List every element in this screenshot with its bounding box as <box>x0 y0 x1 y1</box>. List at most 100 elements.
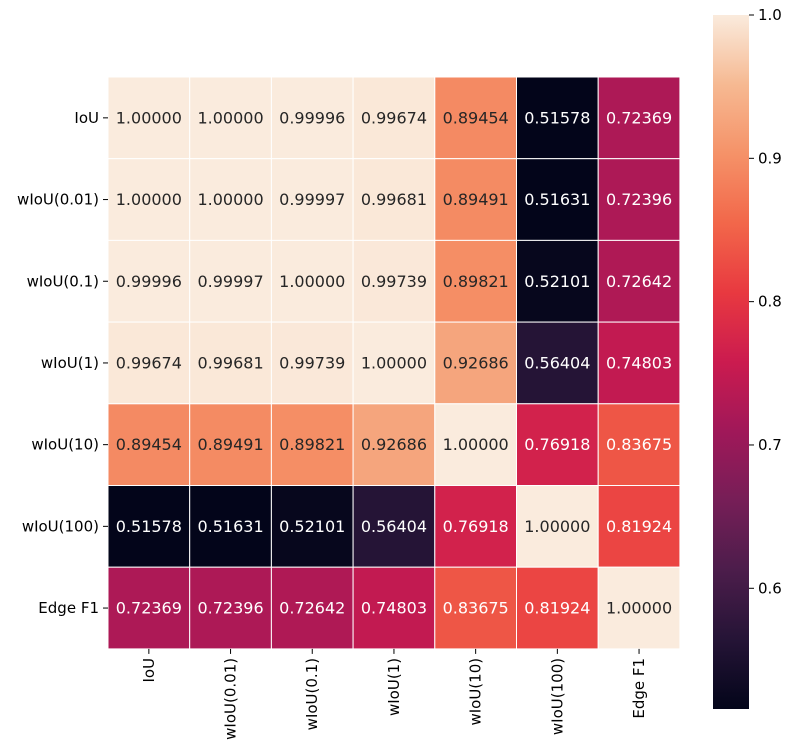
heatmap-cell-value: 0.99739 <box>279 353 345 372</box>
x-tick-label: Edge F1 <box>630 658 648 719</box>
colorbar-tick-label: 0.7 <box>758 436 782 454</box>
heatmap-cell <box>270 158 354 241</box>
heatmap-cell-value: 0.99996 <box>279 108 345 127</box>
heatmap-cell <box>270 239 354 323</box>
heatmap-cell <box>189 76 272 160</box>
heatmap-cell <box>516 76 599 160</box>
heatmap-cell-value: 0.72396 <box>197 599 263 618</box>
heatmap-cell-value: 0.52101 <box>524 272 590 291</box>
heatmap-cell-value: 0.83675 <box>443 599 509 618</box>
heatmap-cell <box>270 566 354 650</box>
heatmap-cell-value: 0.76918 <box>443 517 509 536</box>
heatmap-cell <box>597 485 681 568</box>
heatmap-cell-value: 0.89491 <box>197 435 263 454</box>
heatmap-cell <box>597 566 681 650</box>
heatmap-cell <box>516 566 599 650</box>
heatmap-cell <box>516 158 599 241</box>
heatmap-cell-value: 0.89454 <box>116 435 182 454</box>
heatmap-cell-value: 0.83675 <box>606 435 672 454</box>
heatmap-cell <box>597 239 681 323</box>
heatmap-cell <box>189 485 272 568</box>
heatmap-cell-value: 0.72369 <box>116 599 182 618</box>
heatmap-cell <box>107 403 191 486</box>
heatmap-cell-value: 0.89491 <box>443 190 509 209</box>
heatmap-cell-value: 1.00000 <box>197 108 263 127</box>
heatmap-cell <box>352 566 436 650</box>
heatmap-cell <box>597 321 681 405</box>
heatmap-cell <box>107 485 191 568</box>
heatmap-cell-value: 1.00000 <box>524 517 590 536</box>
heatmap-cell-value: 0.92686 <box>443 353 509 372</box>
heatmap-cell-value: 0.51631 <box>197 517 263 536</box>
heatmap-cell <box>352 76 436 160</box>
heatmap-cell-value: 0.99997 <box>279 190 345 209</box>
heatmap-cell-value: 1.00000 <box>116 108 182 127</box>
colorbar <box>713 15 749 709</box>
heatmap-cell-value: 0.51631 <box>524 190 590 209</box>
x-tick-label: wIoU(1) <box>385 658 403 716</box>
y-tick-label: wIoU(0.01) <box>17 191 99 209</box>
heatmap-cell <box>352 239 436 323</box>
heatmap-cell-value: 0.99997 <box>197 272 263 291</box>
heatmap-cell-value: 0.76918 <box>524 435 590 454</box>
heatmap-cell-value: 0.51578 <box>116 517 182 536</box>
heatmap-cell <box>270 485 354 568</box>
heatmap-cell-value: 0.56404 <box>524 353 590 372</box>
colorbar-tick-label: 0.6 <box>758 579 782 597</box>
heatmap-cell-value: 0.74803 <box>606 353 672 372</box>
y-tick-label: wIoU(0.1) <box>27 272 99 290</box>
heatmap-cell <box>516 321 599 405</box>
heatmap-cell <box>434 566 517 650</box>
heatmap-cell-value: 1.00000 <box>606 599 672 618</box>
heatmap-cell-value: 0.72642 <box>279 599 345 618</box>
heatmap-cell <box>597 158 681 241</box>
colorbar-ticks: 0.6 0.7 0.8 0.9 1.0 <box>749 6 782 597</box>
heatmap-cell-value: 1.00000 <box>279 272 345 291</box>
y-tick-label: wIoU(10) <box>31 436 99 454</box>
x-tick-label: wIoU(0.1) <box>303 658 321 730</box>
y-tick-label: wIoU(100) <box>22 517 99 535</box>
heatmap-cell-value: 1.00000 <box>443 435 509 454</box>
heatmap-cell-value: 0.72369 <box>606 108 672 127</box>
y-tick-label: Edge F1 <box>38 599 99 617</box>
x-tick-label: wIoU(100) <box>548 658 566 735</box>
heatmap-cell-value: 0.81924 <box>606 517 672 536</box>
heatmap-cell <box>107 76 191 160</box>
y-tick-label: IoU <box>74 109 99 127</box>
y-axis-ticks: IoU wIoU(0.01) wIoU(0.1) wIoU(1) wIoU(10) wIo… <box>17 109 108 617</box>
heatmap-cell <box>434 485 517 568</box>
heatmap-cell <box>107 321 191 405</box>
heatmap-cell-value: 0.99681 <box>361 190 427 209</box>
heatmap-cell-value: 0.81924 <box>524 599 590 618</box>
heatmap-cell-value: 0.99739 <box>361 272 427 291</box>
x-tick-label: IoU <box>140 658 158 683</box>
heatmap-cell-value: 0.74803 <box>361 599 427 618</box>
colorbar-tick-label: 0.8 <box>758 293 782 311</box>
heatmap-cell <box>352 321 436 405</box>
x-tick-label: wIoU(0.01) <box>222 658 240 740</box>
heatmap-cell <box>352 485 436 568</box>
heatmap-cells <box>107 76 681 650</box>
heatmap-cell-value: 0.99674 <box>116 353 182 372</box>
heatmap-cell-value: 0.51578 <box>524 108 590 127</box>
heatmap-cell-value: 0.72642 <box>606 272 672 291</box>
heatmap-cell-value: 0.89454 <box>443 108 509 127</box>
heatmap-cell <box>270 76 354 160</box>
heatmap-cell-value: 0.92686 <box>361 435 427 454</box>
heatmap-cell <box>434 158 517 241</box>
heatmap-cell-value: 1.00000 <box>197 190 263 209</box>
heatmap-cell-value: 0.99674 <box>361 108 427 127</box>
heatmap-cell-value: 1.00000 <box>116 190 182 209</box>
x-axis-ticks: IoU wIoU(0.01) wIoU(0.1) wIoU(1) wIoU(10) wIo… <box>140 648 648 740</box>
colorbar-tick-label: 0.9 <box>758 149 782 167</box>
heatmap-cell <box>270 403 354 486</box>
heatmap-cell-value: 0.89821 <box>443 272 509 291</box>
y-tick-label: wIoU(1) <box>41 354 99 372</box>
heatmap-cell <box>189 321 272 405</box>
heatmap-cell-value: 1.00000 <box>361 353 427 372</box>
heatmap-cell-value: 0.52101 <box>279 517 345 536</box>
colorbar-tick-label: 1.0 <box>758 6 782 24</box>
heatmap-cell <box>107 566 191 650</box>
heatmap-cell <box>597 403 681 486</box>
